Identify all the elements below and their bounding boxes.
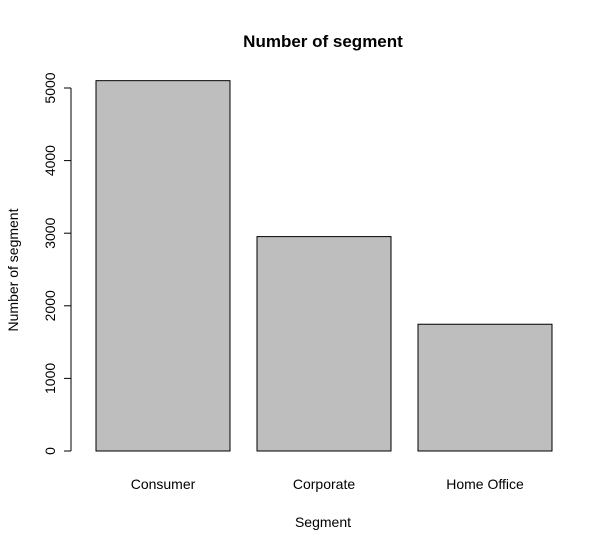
x-tick-label-home-office: Home Office: [446, 476, 524, 492]
x-axis-tick-labels: Consumer Corporate Home Office: [131, 476, 524, 492]
chart-title: Number of segment: [243, 32, 403, 51]
bar-corporate: [256, 236, 392, 452]
y-tick-label-4000: 4000: [42, 145, 58, 176]
y-tick-label-3000: 3000: [42, 217, 58, 248]
y-tick-label-2000: 2000: [42, 290, 58, 321]
bar-consumer: [95, 80, 231, 452]
x-tick-label-consumer: Consumer: [131, 476, 196, 492]
y-tick-label-0: 0: [42, 447, 58, 455]
y-tick-label-5000: 5000: [42, 72, 58, 103]
bar-home-office: [417, 323, 553, 452]
y-axis: 0 1000 2000 3000 4000 5000: [42, 72, 72, 455]
bars-group: [95, 80, 553, 452]
x-tick-label-corporate: Corporate: [293, 476, 355, 492]
x-axis-label: Segment: [295, 514, 351, 530]
y-axis-label: Number of segment: [5, 208, 21, 331]
y-tick-label-1000: 1000: [42, 363, 58, 394]
